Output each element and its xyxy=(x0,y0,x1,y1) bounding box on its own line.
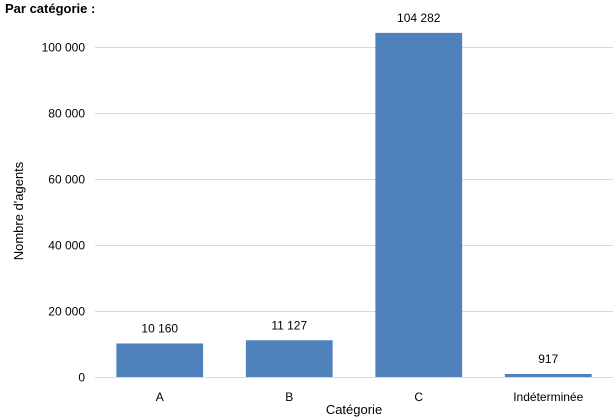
y-tick-label: 60 000 xyxy=(48,173,85,187)
y-axis-ticks: 0 20 000 40 000 60 000 80 000 100 000 xyxy=(42,41,86,385)
data-label: 11 127 xyxy=(271,318,307,332)
chart-title: Par catégorie : xyxy=(5,1,96,16)
x-tick-label: A xyxy=(156,390,164,404)
x-tick-label: C xyxy=(414,390,423,404)
y-tick-label: 0 xyxy=(78,371,85,385)
data-label: 10 160 xyxy=(141,321,178,335)
grid-layer xyxy=(95,47,613,378)
y-tick-label: 80 000 xyxy=(48,107,85,121)
y-tick-label: 20 000 xyxy=(48,305,85,319)
x-axis-title: Catégorie xyxy=(326,402,382,417)
x-tick-label: Indéterminée xyxy=(513,390,583,404)
y-axis-title: Nombre d'agents xyxy=(11,161,26,260)
bar-a xyxy=(116,343,204,377)
bar-c xyxy=(375,32,463,378)
data-label: 917 xyxy=(538,352,558,366)
y-tick-label: 100 000 xyxy=(42,41,86,55)
data-labels: 10 160 11 127 104 282 917 xyxy=(141,11,558,366)
x-axis-ticks: A B C Indéterminée xyxy=(156,390,584,404)
y-tick-label: 40 000 xyxy=(48,239,85,253)
data-label: 104 282 xyxy=(397,11,441,25)
bar-ind-termin-e xyxy=(504,373,592,377)
bars xyxy=(116,32,592,378)
bar-b xyxy=(245,340,333,377)
x-tick-label: B xyxy=(285,390,293,404)
